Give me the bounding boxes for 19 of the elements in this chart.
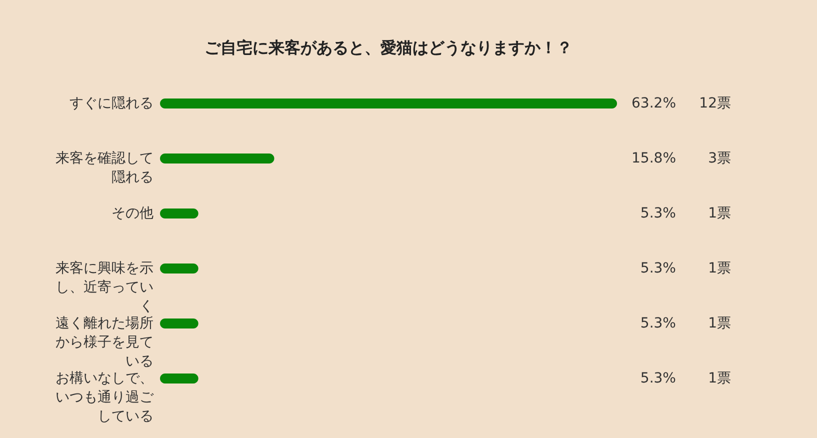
data-label: 5.3% [640, 370, 676, 386]
text: 3票 [708, 150, 731, 166]
data-label: 63.2% [632, 96, 676, 112]
data-label: 15.8% [632, 150, 676, 166]
y-tick-label: 遠く離れた場所から様子を見ている [56, 316, 154, 370]
y-tick-label: お構いなしで、いつも通り過ごしている [56, 370, 154, 424]
text: 1票 [708, 206, 731, 222]
data-label: 5.3% [640, 206, 676, 222]
y-tick-label: 来客に興味を示し、近寄っていく [56, 260, 154, 314]
text: 1票 [708, 316, 731, 332]
chart-title: ご自宅に来客があると、愛猫はどうなりますか！？ [204, 38, 572, 57]
y-tick-label: 来客を確認して隠れる [56, 150, 154, 186]
y-tick-label: すぐに隠れる [70, 96, 154, 112]
data-label: 5.3% [640, 316, 676, 332]
text: 1票 [708, 260, 731, 276]
y-tick-label: その他 [112, 206, 154, 222]
text: 1票 [708, 370, 731, 386]
data-label: 5.3% [640, 260, 676, 276]
text: 12票 [699, 96, 731, 112]
